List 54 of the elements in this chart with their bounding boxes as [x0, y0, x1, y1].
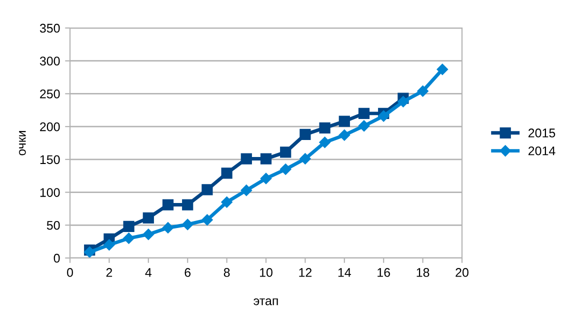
point — [123, 220, 134, 232]
legend-label: 2015 — [528, 128, 556, 138]
point — [240, 153, 252, 164]
x-tick-label: 18 — [416, 268, 430, 277]
y-tick-label: 250 — [40, 90, 60, 98]
point — [142, 212, 154, 224]
point — [338, 116, 350, 127]
point — [358, 120, 370, 132]
x-tick-label: 16 — [378, 268, 390, 277]
point — [300, 128, 311, 140]
y-tick-label: 200 — [40, 122, 60, 132]
y-axis-title: очки — [18, 131, 26, 156]
point — [182, 218, 194, 230]
point — [202, 214, 213, 226]
point — [436, 64, 448, 76]
point — [260, 153, 272, 164]
point — [260, 172, 272, 184]
x-tick-label: 10 — [260, 268, 272, 277]
point — [202, 184, 213, 196]
x-tick-label: 2 — [106, 268, 112, 277]
x-tick-label: 6 — [184, 268, 191, 277]
y-tick-label: 150 — [40, 155, 60, 164]
point — [104, 239, 115, 250]
point — [398, 96, 409, 108]
y-tick-label: 350 — [40, 24, 60, 33]
point — [280, 146, 292, 158]
point — [221, 168, 232, 179]
point — [338, 130, 350, 141]
point — [162, 199, 174, 210]
x-tick-label: 0 — [67, 268, 73, 277]
x-tick-label: 12 — [299, 268, 312, 277]
y-tick-label: 0 — [54, 254, 60, 263]
x-tick-label: 14 — [338, 268, 351, 277]
legend-label: 2014 — [528, 146, 556, 156]
x-axis-title: этап — [254, 298, 278, 306]
point — [358, 108, 370, 119]
y-tick-label: 300 — [40, 56, 60, 66]
y-tick-label: 100 — [40, 188, 60, 197]
point — [162, 222, 174, 234]
point — [319, 122, 330, 134]
point — [280, 164, 292, 175]
point — [378, 110, 390, 122]
point — [240, 184, 252, 196]
point — [319, 136, 330, 148]
point — [417, 85, 428, 97]
x-tick-label: 4 — [145, 268, 152, 277]
point — [221, 196, 232, 208]
y-tick-label: 50 — [46, 220, 60, 230]
point — [300, 153, 311, 164]
point — [142, 228, 154, 240]
x-tick-label: 20 — [456, 268, 468, 277]
x-tick-label: 8 — [224, 268, 230, 277]
point — [182, 199, 194, 210]
point — [123, 232, 134, 244]
